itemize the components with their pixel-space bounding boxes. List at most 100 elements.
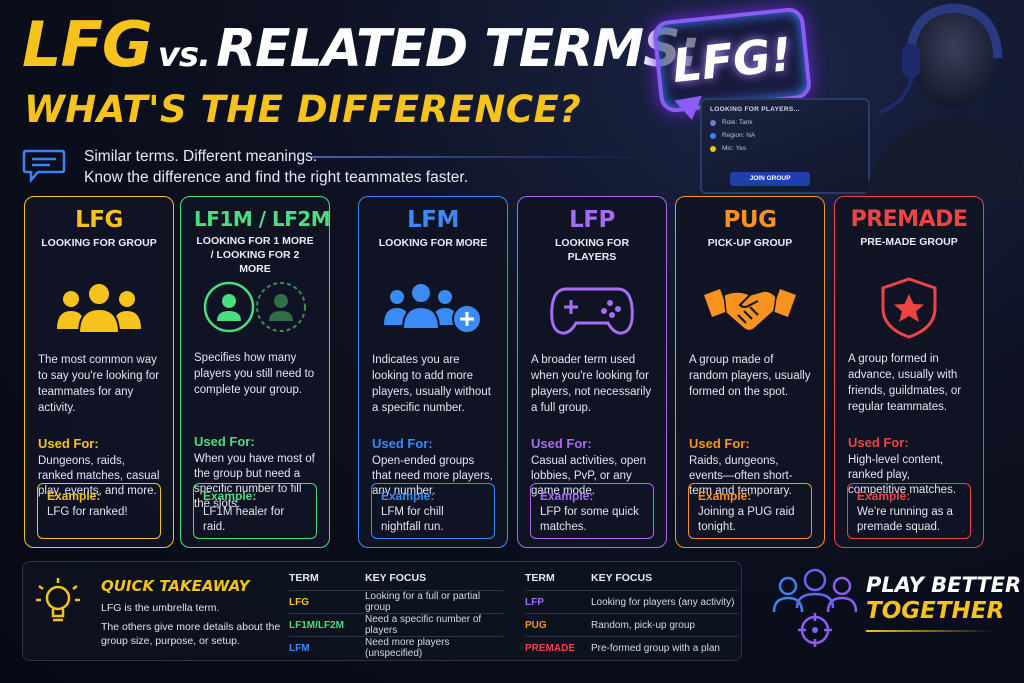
team-target-icon xyxy=(772,568,858,647)
title-related-terms: RELATED TERMS: xyxy=(216,19,700,79)
example-box: Example: Joining a PUG raid tonight. xyxy=(688,483,812,539)
row-term: LFM xyxy=(289,642,310,654)
subtitle: Similar terms. Different meanings. Know … xyxy=(84,146,468,188)
card-lf1m-lf2m: LF1M / LF2M LOOKING FOR 1 MORE / LOOKING… xyxy=(180,196,331,548)
card-term: LFP xyxy=(569,207,615,233)
table-row: LFP Looking for players (any activity) xyxy=(525,590,739,613)
example-label: Example: xyxy=(857,489,911,503)
table-header: TERM KEY FOCUS xyxy=(289,572,503,590)
card-description: Specifies how many players you still nee… xyxy=(194,352,315,396)
example-label: Example: xyxy=(540,489,594,503)
example-box: Example: LFP for some quick matches. xyxy=(530,483,654,539)
title-vs: vs. xyxy=(157,35,211,75)
row-focus: Looking for a full or partial group xyxy=(365,591,481,613)
used-for-text: When you have most of the group but need… xyxy=(194,453,315,510)
slogan-underline xyxy=(866,630,994,632)
table-row: PREMADE Pre-formed group with a plan xyxy=(525,636,739,659)
screen-title: LOOKING FOR PLAYERS... xyxy=(710,106,800,113)
add-users-icon xyxy=(384,282,482,334)
row-term: LF1M/LF2M xyxy=(289,619,344,631)
globe-icon xyxy=(710,132,716,139)
card-description: A group formed in advance, usually with … xyxy=(848,353,962,413)
mic-icon xyxy=(710,145,716,152)
title-lfg: LFG xyxy=(22,8,153,81)
gamer-silhouette xyxy=(864,3,1024,200)
row-focus: Need a specific number of players xyxy=(365,614,482,636)
card-icon-wrap xyxy=(531,272,653,346)
lightbulb-icon xyxy=(36,578,80,622)
card-subtitle: LOOKING FOR GROUP xyxy=(41,237,157,249)
chat-bubble-icon xyxy=(22,149,66,184)
used-for-text: High-level content, ranked play, competi… xyxy=(848,454,957,496)
card-subtitle: PRE-MADE GROUP xyxy=(860,236,958,248)
card-term: LFM xyxy=(407,207,459,233)
example-label: Example: xyxy=(381,489,435,503)
row-focus: Random, pick-up group xyxy=(591,619,695,631)
subtitle-line-1: Similar terms. Different meanings. xyxy=(84,148,318,165)
example-text: Joining a PUG raid tonight. xyxy=(698,506,795,533)
example-text: LFP for some quick matches. xyxy=(540,506,639,533)
screen-row: Mic: Yes xyxy=(710,145,860,152)
table-row: LF1M/LF2M Need a specific number of play… xyxy=(289,613,503,636)
row-focus: Looking for players (any activity) xyxy=(591,596,735,608)
row-term: LFG xyxy=(289,596,309,608)
card-description: A broader term used when you're looking … xyxy=(531,354,652,414)
card-pug: PUG PICK-UP GROUP A group made of random… xyxy=(675,196,825,548)
card-subtitle: LOOKING FOR MORE xyxy=(378,237,488,249)
card-term: PREMADE xyxy=(850,207,968,232)
card-term: LFG xyxy=(75,207,123,233)
card-icon-wrap xyxy=(194,270,316,344)
example-label: Example: xyxy=(47,489,101,503)
used-for-label: Used For: xyxy=(38,436,99,451)
example-box: Example: LFG for ranked! xyxy=(37,483,161,539)
card-lfm: LFM LOOKING FOR MORE Indicates you are l… xyxy=(358,196,508,548)
table-row: LFM Need more players (unspecified) xyxy=(289,636,503,659)
quick-takeaway-panel: QUICK TAKEAWAY LFG is the umbrella term.… xyxy=(22,561,742,661)
subtitle-divider xyxy=(312,156,642,158)
table-row: PUG Random, pick-up group xyxy=(525,613,739,636)
row-term: PUG xyxy=(525,619,547,631)
card-lfg: LFG LOOKING FOR GROUP The most common wa… xyxy=(24,196,174,548)
row-term: LFP xyxy=(525,596,544,608)
example-text: LF1M healer for raid. xyxy=(203,506,285,533)
speech-bubble-text: LFG! xyxy=(669,26,795,94)
term-table-left: TERM KEY FOCUS LFG Looking for a full or… xyxy=(289,572,503,659)
example-box: Example: LFM for chill nightfall run. xyxy=(371,483,495,539)
card-lfp: LFP LOOKING FOR PLAYERS A broader term u… xyxy=(517,196,667,548)
card-description: Indicates you are looking to add more pl… xyxy=(372,354,491,414)
card-icon-wrap xyxy=(38,272,160,346)
col-key-focus: KEY FOCUS xyxy=(365,572,427,584)
card-description: The most common way to say you're lookin… xyxy=(38,354,160,414)
example-box: Example: We're running as a premade squa… xyxy=(847,483,971,539)
screen-row: Region: NA xyxy=(710,132,860,139)
card-term: PUG xyxy=(723,207,777,233)
used-for-label: Used For: xyxy=(689,436,750,451)
shield-icon xyxy=(710,119,716,126)
example-label: Example: xyxy=(698,489,752,503)
row-term: PREMADE xyxy=(525,642,576,654)
card-term: LF1M / LF2M xyxy=(194,207,331,231)
table-row: LFG Looking for a full or partial group xyxy=(289,590,503,613)
used-for-label: Used For: xyxy=(531,436,592,451)
game-screen: LOOKING FOR PLAYERS... Role: Tank Region… xyxy=(700,98,870,194)
user-slots-icon xyxy=(203,281,306,333)
used-for-text: Casual activities, open lobbies, PvP, or… xyxy=(531,455,647,497)
card-subtitle: LOOKING FOR PLAYERS xyxy=(554,237,630,263)
takeaway-heading: QUICK TAKEAWAY xyxy=(101,577,250,595)
screen-row: Role: Tank xyxy=(710,119,860,126)
takeaway-line-2: The others give more details about the g… xyxy=(101,621,281,647)
example-label: Example: xyxy=(203,489,257,503)
example-text: LFG for ranked! xyxy=(47,506,128,518)
shield-star-icon xyxy=(881,277,937,339)
used-for-label: Used For: xyxy=(194,434,255,449)
handshake-icon xyxy=(704,289,796,332)
slogan-line-2: TOGETHER xyxy=(866,598,1005,624)
card-icon-wrap xyxy=(372,272,494,346)
example-text: LFM for chill nightfall run. xyxy=(381,506,444,533)
card-icon-wrap xyxy=(848,271,970,345)
slogan-line-1: PLAY BETTER xyxy=(866,573,1022,597)
card-description: A group made of random players, usually … xyxy=(689,354,811,398)
col-term: TERM xyxy=(525,572,555,584)
card-premade: PREMADE PRE-MADE GROUP A group formed in… xyxy=(834,196,984,548)
